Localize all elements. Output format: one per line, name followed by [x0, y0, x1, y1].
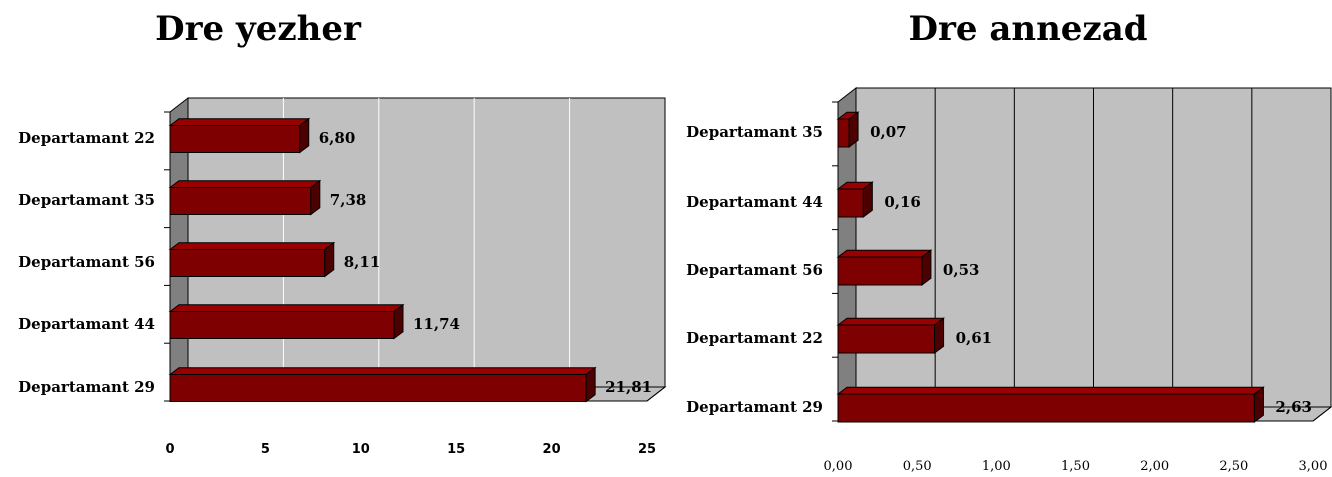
data-label: 7,38 [330, 191, 367, 209]
bar-side-face [393, 303, 404, 340]
data-label: 11,74 [413, 315, 460, 333]
x-tick-label: 0,50 [903, 459, 932, 474]
category-label: Departamant 22 [18, 129, 155, 147]
bar [169, 374, 587, 402]
data-label: 0,61 [956, 329, 993, 347]
bar-side-face [585, 366, 596, 403]
x-tick-label: 20 [543, 442, 561, 457]
category-label: Departamant 29 [686, 398, 823, 416]
bar-top-face [168, 304, 405, 312]
floor-tick [646, 386, 666, 402]
x-tick-label: 10 [352, 442, 370, 457]
data-label: 2,63 [1275, 398, 1312, 416]
bar [837, 393, 1255, 423]
bar-side-face [310, 179, 321, 216]
bar-side-face [848, 111, 859, 148]
category-label: Departamant 56 [18, 253, 155, 271]
data-label: 8,11 [344, 253, 381, 271]
chart-title: Dre annezad [908, 9, 1147, 49]
category-label: Departamant 44 [686, 193, 823, 211]
x-tick-label: 25 [638, 442, 656, 457]
chart-dre-yezher: Dre yezher 0 5 10 15 20 25 6,80 Departamant 22 7… [18, 9, 667, 457]
bar [169, 311, 395, 339]
bar-side-face [921, 249, 932, 286]
x-tick-label: 2,00 [1140, 459, 1169, 474]
data-label: 6,80 [319, 129, 356, 147]
x-tick-label: 5 [261, 442, 270, 457]
bar-top-face [168, 367, 597, 375]
category-label: Departamant 22 [686, 329, 823, 347]
x-tick-label: 0 [165, 442, 174, 457]
bar-side-face [324, 241, 335, 278]
x-tick-label: 0,00 [824, 459, 853, 474]
bar [837, 256, 923, 286]
category-label: Departamant 29 [18, 378, 155, 396]
bar-top-face [168, 242, 336, 250]
x-tick-label: 15 [447, 442, 465, 457]
category-label: Departamant 44 [18, 315, 155, 333]
bar [169, 125, 301, 153]
bar [837, 188, 864, 218]
x-tick-label: 2,50 [1219, 459, 1248, 474]
bar [169, 187, 312, 215]
bar [837, 118, 850, 148]
bar [837, 324, 936, 354]
category-label: Departamant 56 [686, 261, 823, 279]
bar-side-face [934, 317, 945, 354]
x-tick-label: 1,50 [1061, 459, 1090, 474]
floor-tick [1312, 406, 1332, 422]
bar [169, 249, 326, 277]
data-label: 0,16 [884, 193, 921, 211]
category-label: Departamant 35 [686, 123, 823, 141]
category-label: Departamant 35 [18, 191, 155, 209]
bar-top-face [168, 180, 322, 188]
bar-top-face [168, 118, 311, 126]
data-label: 0,07 [870, 123, 907, 141]
bar-side-face [1253, 386, 1264, 423]
x-tick-label: 3,00 [1299, 459, 1328, 474]
bar-side-face [299, 117, 310, 154]
x-tick-label: 1,00 [982, 459, 1011, 474]
bar-top-face [836, 386, 1265, 395]
bar-top-face [836, 249, 933, 258]
data-label: 0,53 [943, 261, 980, 279]
chart-dre-annezad: Dre annezad 0,00 0,50 1,00 1,50 2,00 2,50 3,00… [686, 9, 1332, 474]
bar-side-face [862, 181, 873, 218]
data-label: 21,81 [605, 378, 652, 396]
bar-top-face [836, 317, 946, 326]
chart-title: Dre yezher [155, 9, 362, 49]
